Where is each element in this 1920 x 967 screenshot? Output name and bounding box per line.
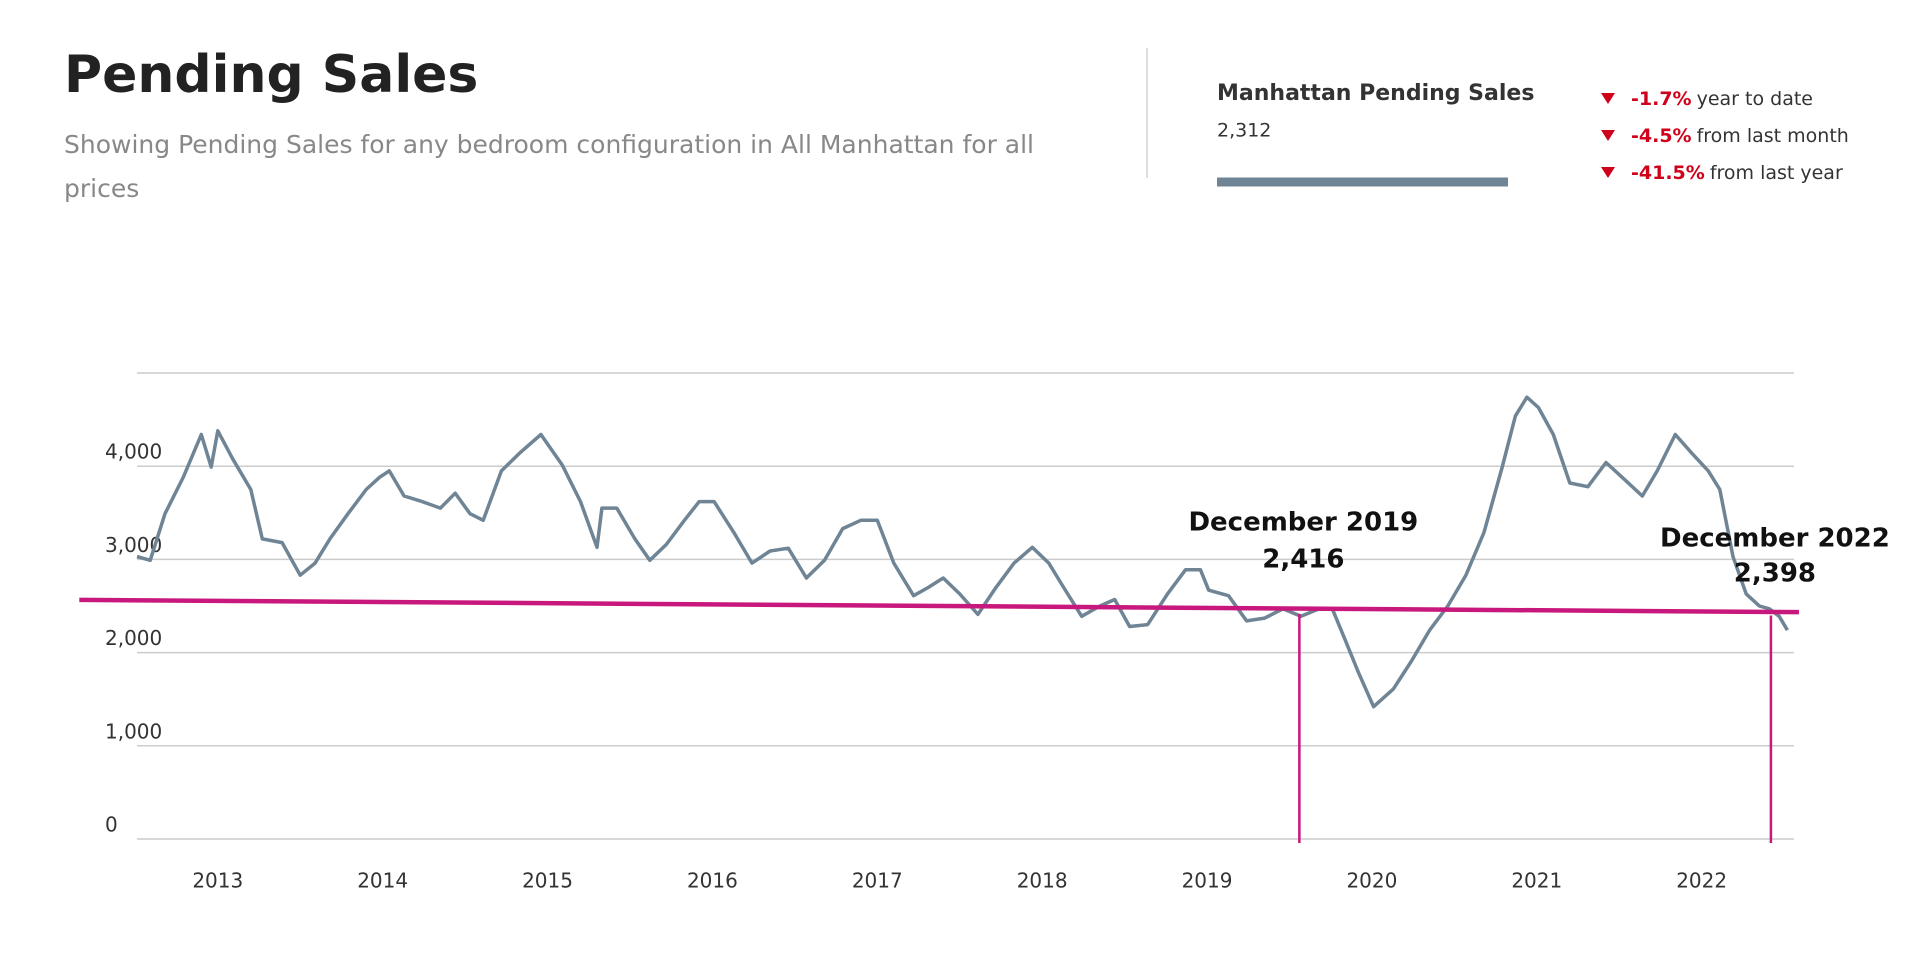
subtitle: prices: [64, 174, 139, 203]
y-tick-label: 4,000: [105, 440, 162, 464]
change-text: year to date: [1697, 88, 1813, 110]
annotation-value: 2,416: [1262, 545, 1344, 575]
subtitle: Showing Pending Sales for any bedroom co…: [64, 130, 1034, 159]
x-tick-label: 2013: [192, 869, 243, 893]
change: -4.5% from last month: [1631, 125, 1849, 147]
y-tick-label: 0: [105, 813, 118, 837]
y-tick-label: 2,000: [105, 626, 162, 650]
x-tick-label: 2018: [1017, 869, 1068, 893]
change-value: -1.7%: [1631, 88, 1692, 110]
x-tick-label: 2020: [1346, 869, 1397, 893]
change: -41.5% from last year: [1631, 162, 1843, 184]
down-arrow: [1601, 93, 1615, 104]
series-line: [136, 395, 1789, 709]
change: -1.7% year to date: [1631, 88, 1813, 110]
change-value: -41.5%: [1631, 162, 1705, 184]
x-tick-label: 2022: [1676, 869, 1727, 893]
annotation-label: December 2019: [1188, 508, 1418, 538]
change-text: from last year: [1710, 162, 1843, 184]
annotation-value: 2,398: [1734, 559, 1816, 589]
annotation-label: December 2022: [1660, 524, 1890, 554]
x-tick-label: 2016: [687, 869, 738, 893]
down-arrow: [1601, 130, 1615, 141]
title: Pending Sales: [64, 45, 478, 105]
x-tick-label: 2021: [1511, 869, 1562, 893]
x-tick-label: 2015: [522, 869, 573, 893]
x-tick-label: 2014: [357, 869, 408, 893]
trend-line: [79, 597, 1799, 615]
legend-value: 2,312: [1217, 120, 1271, 142]
y-tick-label: 1,000: [105, 719, 162, 743]
change-value: -4.5%: [1631, 125, 1692, 147]
legend-title: Manhattan Pending Sales: [1217, 81, 1534, 106]
change-text: from last month: [1697, 125, 1849, 147]
x-tick-label: 2019: [1182, 869, 1233, 893]
down-arrow: [1601, 167, 1615, 178]
x-tick-label: 2017: [852, 869, 903, 893]
